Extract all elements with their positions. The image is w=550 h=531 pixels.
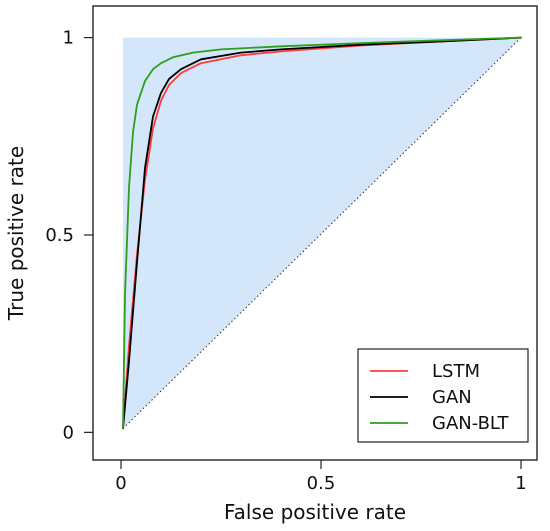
- series-line-gan-blt: [122, 36, 522, 430]
- legend-label-gan-blt: GAN-BLT: [432, 413, 509, 434]
- x-axis: 0 0.5 1: [115, 460, 527, 494]
- y-tick-label: 0.5: [45, 225, 74, 246]
- y-tick-label: 0: [63, 422, 74, 443]
- x-axis-label: False positive rate: [224, 500, 406, 524]
- legend-label-gan: GAN: [432, 387, 472, 408]
- x-tick-label: 0: [115, 473, 126, 494]
- shaded-region: [123, 37, 521, 429]
- y-axis: 00.51: [45, 28, 93, 443]
- legend-box: [357, 348, 529, 443]
- x-tick-label: 0.5: [307, 473, 336, 494]
- y-tick-label: 1: [63, 28, 74, 49]
- y-axis-label: True positive rate: [4, 146, 28, 321]
- x-tick-label: 1: [515, 473, 526, 494]
- legend-label-lstm: LSTM: [432, 361, 480, 382]
- series-line-gan: [122, 36, 522, 430]
- plot-area: [122, 36, 522, 430]
- reference-diagonal: [122, 37, 522, 429]
- legend: LSTM GAN GAN-BLT: [357, 348, 529, 443]
- plot-frame: [92, 5, 538, 461]
